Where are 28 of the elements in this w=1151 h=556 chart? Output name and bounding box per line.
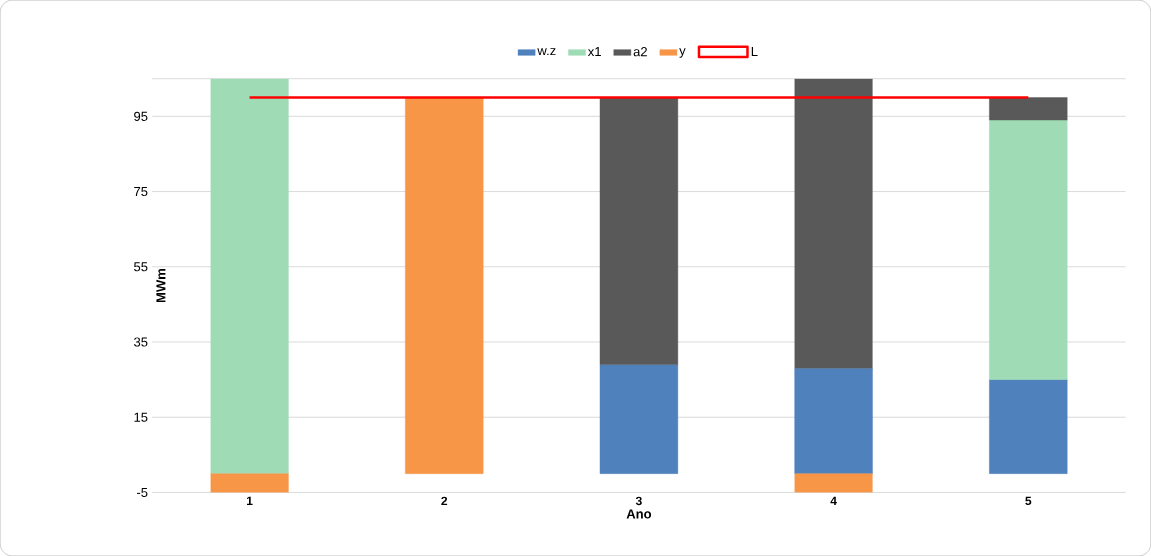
x-tick-label: 2 — [441, 496, 448, 506]
legend-label: w.z — [537, 48, 556, 56]
legend-label: y — [679, 48, 686, 58]
bar — [989, 379, 1068, 474]
bar — [210, 473, 289, 493]
bar — [405, 97, 484, 474]
y-tick-label: 55 — [134, 262, 148, 272]
bar — [599, 364, 679, 474]
y-tick-label: 75 — [134, 186, 148, 197]
bar — [794, 473, 873, 493]
bar — [599, 97, 679, 365]
bar — [989, 119, 1068, 380]
x-tick-label: 5 — [1025, 496, 1032, 506]
legend-label: L — [751, 47, 758, 57]
legend-label: x1 — [587, 47, 601, 57]
x-tick-label: 1 — [246, 496, 253, 505]
y-tick-label: 35 — [134, 337, 148, 347]
x-tick-label: 4 — [830, 496, 837, 505]
bar — [989, 97, 1068, 121]
bar — [794, 368, 873, 474]
y-tick-label: 95 — [134, 111, 148, 121]
y-tick-label: -5 — [136, 487, 148, 497]
y-tick-label: 15 — [134, 412, 148, 422]
x-tick-label: 3 — [635, 496, 642, 506]
x-axis-title: Ano — [626, 509, 652, 519]
y-axis-title: MWm — [156, 268, 166, 303]
bar — [210, 78, 289, 474]
legend-label: a2 — [633, 47, 647, 57]
